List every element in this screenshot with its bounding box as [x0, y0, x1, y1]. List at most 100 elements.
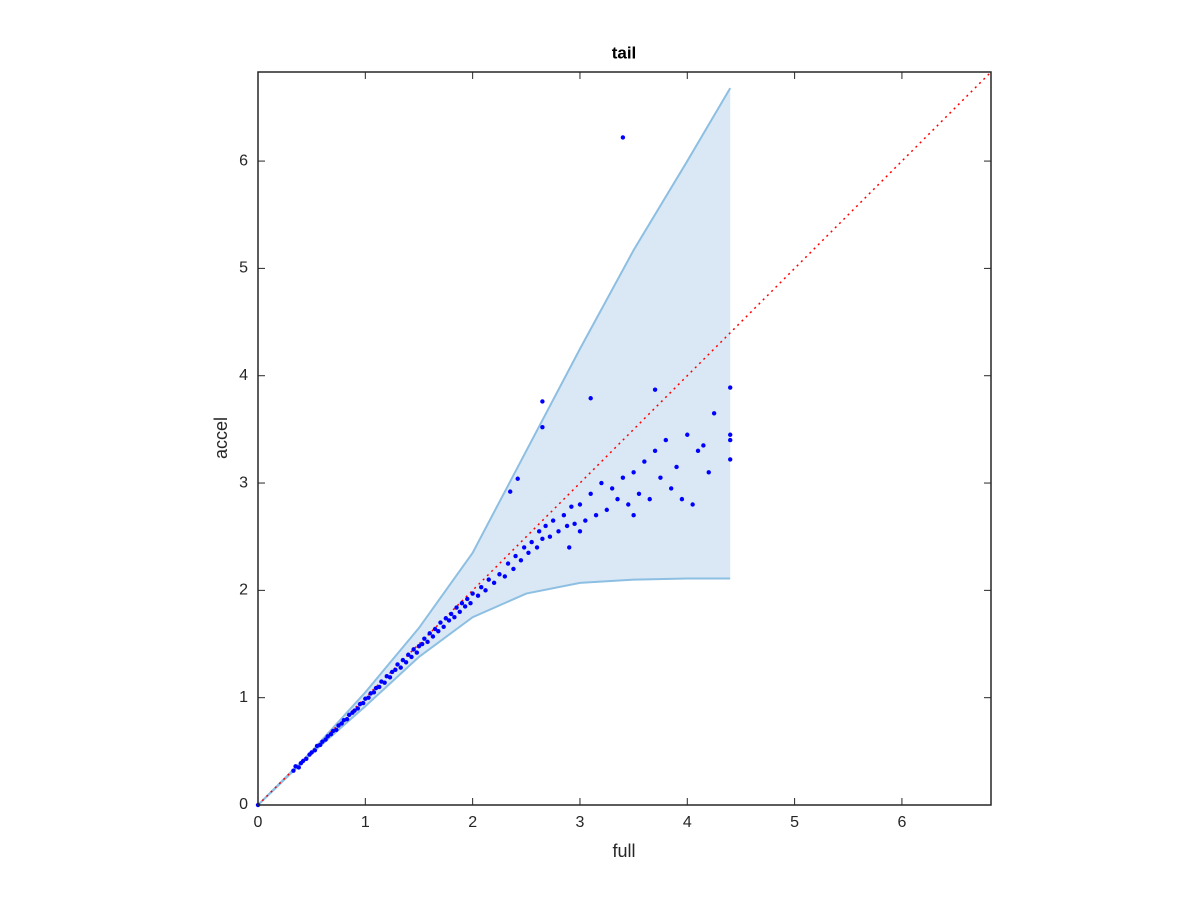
point	[336, 723, 341, 728]
chart-title: tail	[612, 43, 637, 62]
point	[462, 604, 468, 609]
y-tick-label: 4	[239, 367, 248, 384]
x-tick-label: 5	[790, 814, 799, 831]
point	[609, 486, 615, 491]
point	[642, 459, 647, 464]
point	[400, 657, 406, 663]
point	[564, 523, 570, 529]
point	[577, 502, 583, 507]
point	[470, 591, 475, 596]
point	[389, 669, 395, 675]
band-lower	[257, 577, 731, 806]
point	[323, 737, 328, 742]
point	[438, 620, 443, 625]
point	[569, 504, 574, 509]
point	[556, 529, 561, 534]
y-tick-label: 5	[239, 260, 248, 277]
band-upper	[257, 87, 732, 806]
point	[620, 135, 626, 140]
x-tick-label: 0	[254, 814, 263, 831]
point	[443, 616, 449, 621]
point	[347, 712, 352, 718]
point	[626, 502, 631, 507]
point	[403, 660, 409, 665]
point	[550, 518, 556, 523]
point	[296, 765, 301, 770]
point	[491, 580, 497, 586]
point	[567, 545, 572, 550]
point	[312, 748, 318, 753]
point	[352, 708, 357, 713]
point	[695, 448, 701, 454]
point	[457, 609, 462, 615]
point	[540, 536, 545, 542]
point	[502, 574, 508, 579]
x-tick-label: 1	[361, 814, 370, 831]
point	[414, 650, 420, 655]
point	[465, 596, 470, 602]
point	[325, 734, 330, 739]
point	[728, 457, 733, 462]
point	[679, 496, 685, 502]
point	[304, 756, 309, 762]
point	[406, 652, 411, 657]
point	[409, 654, 414, 660]
point	[647, 496, 652, 502]
point	[479, 584, 484, 590]
point	[452, 614, 457, 620]
point	[425, 639, 430, 645]
point	[728, 432, 733, 437]
point	[577, 529, 583, 534]
x-tick-label: 2	[468, 814, 477, 831]
x-tick-label: 6	[897, 814, 906, 831]
point	[441, 624, 446, 630]
x-axis-label: full	[612, 841, 635, 861]
point	[475, 593, 481, 598]
point	[521, 545, 527, 550]
point	[513, 553, 518, 559]
point	[446, 618, 452, 623]
point	[529, 539, 534, 545]
point	[291, 768, 296, 773]
point	[508, 489, 513, 494]
point	[728, 385, 733, 390]
point	[518, 558, 524, 563]
point	[497, 572, 502, 577]
point	[526, 550, 531, 555]
point	[468, 601, 473, 606]
point	[588, 491, 593, 496]
y-tick-label: 1	[239, 689, 248, 706]
point	[420, 641, 425, 647]
point	[561, 513, 567, 518]
point	[540, 399, 545, 404]
point	[344, 716, 350, 722]
point	[685, 432, 690, 437]
point	[620, 475, 626, 480]
x-tick-label: 4	[683, 814, 692, 831]
point	[652, 387, 658, 392]
point	[701, 443, 706, 448]
point	[339, 721, 344, 726]
point	[711, 411, 717, 416]
point	[511, 566, 516, 572]
point	[454, 605, 459, 610]
point	[318, 742, 323, 748]
x-tick-label: 3	[576, 814, 585, 831]
point	[534, 545, 540, 550]
point	[395, 662, 400, 667]
point	[411, 647, 416, 652]
point	[486, 577, 491, 582]
point	[377, 684, 382, 690]
point	[432, 626, 438, 632]
y-tick-label: 0	[239, 796, 248, 813]
point	[459, 601, 465, 606]
point	[543, 523, 548, 529]
point	[631, 470, 636, 475]
point	[393, 667, 398, 672]
point	[448, 611, 454, 617]
point	[436, 628, 441, 634]
point	[658, 475, 663, 480]
y-tick-label: 3	[239, 474, 248, 491]
point	[540, 425, 545, 430]
